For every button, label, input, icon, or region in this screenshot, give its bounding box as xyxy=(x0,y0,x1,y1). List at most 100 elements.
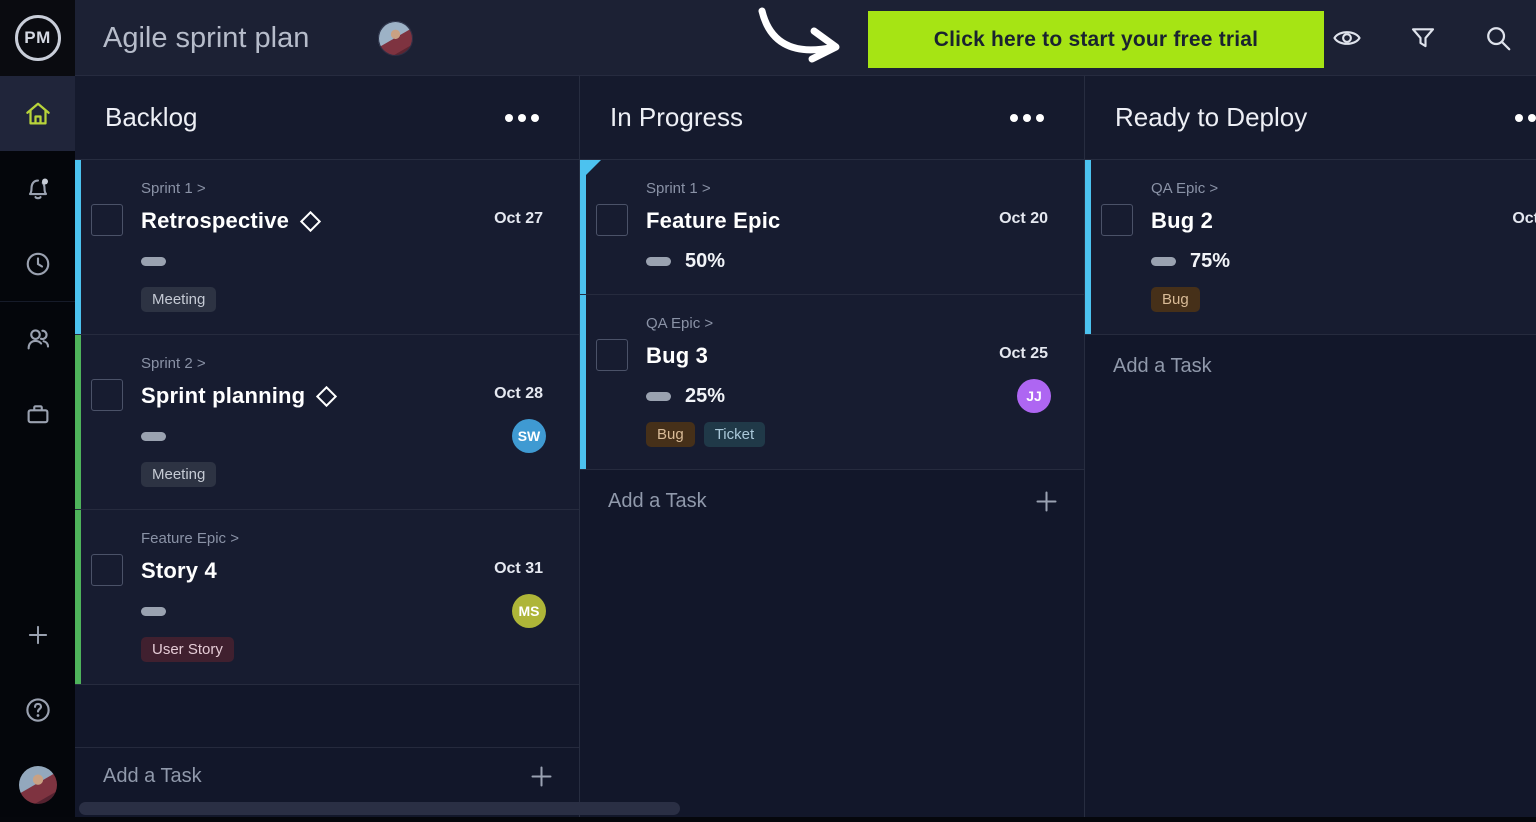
task-due-date: Oct 31 xyxy=(494,560,543,577)
task-title: Bug 2 xyxy=(1151,208,1214,233)
column-menu-icon[interactable] xyxy=(1012,103,1042,133)
window-bottom-edge xyxy=(0,817,1536,822)
assignee-avatar: SW xyxy=(512,419,546,453)
task-card-sprint-planning[interactable]: Sprint 2 > Sprint planning Oct 28 SW Mee… xyxy=(75,335,579,510)
task-card-feature-epic[interactable]: Sprint 1 > Feature Epic Oct 20 50% xyxy=(580,160,1084,295)
team-icon xyxy=(23,324,53,354)
briefcase-icon xyxy=(23,399,53,429)
column-title: Backlog xyxy=(105,102,198,132)
assignee-avatar: MS xyxy=(512,594,546,628)
add-task-button[interactable]: Add a Task xyxy=(580,470,1084,532)
card-color-strip xyxy=(580,160,586,294)
sidebar-item-home[interactable] xyxy=(0,76,75,151)
sidebar-spacer xyxy=(0,451,75,597)
app-logo[interactable]: PM xyxy=(0,0,75,76)
task-due-date: Oct xyxy=(1512,210,1536,227)
milestone-diamond-icon xyxy=(316,385,338,407)
clock-icon xyxy=(23,249,53,279)
column-menu-icon[interactable] xyxy=(1517,103,1536,133)
user-avatar xyxy=(18,765,57,804)
card-corner-notch xyxy=(586,160,601,175)
progress-percent: 25% xyxy=(685,384,726,407)
column-title: Ready to Deploy xyxy=(1115,102,1308,132)
progress-percent: 75% xyxy=(1190,249,1231,272)
sidebar-item-projects[interactable] xyxy=(0,376,75,451)
task-checkbox[interactable] xyxy=(91,204,123,236)
task-card-story-4[interactable]: Feature Epic > Story 4 Oct 31 MS User St… xyxy=(75,510,579,685)
task-title: Feature Epic xyxy=(646,208,781,233)
card-color-strip xyxy=(580,295,586,469)
task-checkbox[interactable] xyxy=(596,339,628,371)
sidebar-item-profile[interactable] xyxy=(0,747,75,822)
progress-bar xyxy=(1151,256,1176,266)
task-group-link[interactable]: Sprint 1 > xyxy=(141,180,206,197)
task-checkbox[interactable] xyxy=(91,379,123,411)
add-task-label: Add a Task xyxy=(103,765,202,787)
assignee-avatar: JJ xyxy=(1017,379,1051,413)
hand-drawn-arrow-icon xyxy=(752,6,856,68)
pm-logo-icon: PM xyxy=(14,15,61,61)
add-task-button[interactable]: Add a Task xyxy=(75,747,579,805)
add-task-label: Add a Task xyxy=(608,489,707,512)
progress-bar xyxy=(141,606,166,616)
task-card-retrospective[interactable]: Sprint 1 > Retrospective Oct 27 Meeting xyxy=(75,160,579,335)
sidebar-item-time[interactable] xyxy=(0,226,75,301)
sidebar-item-add-new[interactable] xyxy=(0,597,75,672)
horizontal-scrollbar[interactable] xyxy=(79,802,680,815)
tag-user-story: User Story xyxy=(141,637,234,662)
progress-bar xyxy=(141,256,166,266)
task-checkbox[interactable] xyxy=(91,554,123,586)
sidebar-item-notifications[interactable] xyxy=(0,151,75,226)
task-title: Bug 3 xyxy=(646,343,709,368)
task-checkbox[interactable] xyxy=(1101,204,1133,236)
task-group-link[interactable]: QA Epic > xyxy=(1151,180,1219,197)
task-due-date: Oct 25 xyxy=(999,345,1048,362)
task-card-bug-2[interactable]: QA Epic > Bug 2 Oct 75% Bug xyxy=(1085,160,1536,335)
task-group-link[interactable]: Sprint 2 > xyxy=(141,355,206,372)
left-sidebar xyxy=(0,76,75,822)
tag-meeting: Meeting xyxy=(141,287,217,312)
add-task-label: Add a Task xyxy=(1113,354,1212,377)
column-title: In Progress xyxy=(610,102,743,132)
plus-icon xyxy=(1033,488,1060,515)
column-in-progress: In Progress Sprint 1 > Feature Epic Oct … xyxy=(580,76,1085,822)
tag-meeting: Meeting xyxy=(141,462,217,487)
progress-bar xyxy=(646,256,671,266)
card-color-strip xyxy=(75,160,81,334)
milestone-diamond-icon xyxy=(300,210,322,232)
task-group-link[interactable]: QA Epic > xyxy=(646,315,714,332)
eye-icon[interactable] xyxy=(1331,22,1363,54)
sidebar-item-help[interactable] xyxy=(0,672,75,747)
search-icon[interactable] xyxy=(1482,22,1514,54)
task-group-link[interactable]: Feature Epic > xyxy=(141,530,239,547)
help-icon xyxy=(23,695,53,725)
filter-icon[interactable] xyxy=(1407,22,1439,54)
task-due-date: Oct 28 xyxy=(494,385,543,402)
plus-icon xyxy=(528,763,555,790)
sidebar-item-team[interactable] xyxy=(0,301,75,376)
top-bar: PM Agile sprint plan Click here to start… xyxy=(0,0,1536,76)
column-header: Backlog xyxy=(75,76,579,160)
add-task-button[interactable]: Add a Task xyxy=(1085,335,1536,397)
progress-bar xyxy=(646,391,671,401)
column-menu-icon[interactable] xyxy=(507,103,537,133)
page-title: Agile sprint plan xyxy=(103,22,310,54)
task-card-bug-3[interactable]: QA Epic > Bug 3 Oct 25 JJ 25% Bug Ticket xyxy=(580,295,1084,470)
column-backlog: Backlog Sprint 1 > Retrospective Oct 27 … xyxy=(75,76,580,822)
card-color-strip xyxy=(1085,160,1091,334)
task-title: Retrospective xyxy=(141,208,290,233)
column-ready-to-deploy: Ready to Deploy QA Epic > Bug 2 Oct 75% … xyxy=(1085,76,1536,822)
free-trial-banner[interactable]: Click here to start your free trial xyxy=(868,11,1324,68)
tag-ticket: Ticket xyxy=(703,422,766,447)
board-owner-avatar[interactable] xyxy=(378,21,413,56)
task-due-date: Oct 27 xyxy=(494,210,543,227)
column-header: Ready to Deploy xyxy=(1085,76,1536,160)
card-color-strip xyxy=(75,510,81,684)
task-checkbox[interactable] xyxy=(596,204,628,236)
task-group-link[interactable]: Sprint 1 > xyxy=(646,180,711,197)
task-due-date: Oct 20 xyxy=(999,210,1048,227)
task-title: Sprint planning xyxy=(141,383,306,408)
progress-bar xyxy=(141,431,166,441)
card-color-strip xyxy=(75,335,81,509)
bell-icon xyxy=(23,174,53,204)
